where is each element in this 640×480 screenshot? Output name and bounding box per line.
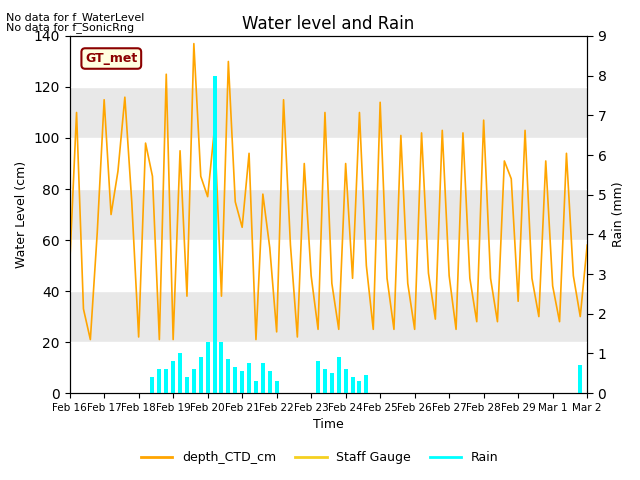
Bar [220, 342, 223, 393]
Bar [70, 138, 587, 189]
Bar [171, 361, 175, 393]
Bar [212, 76, 216, 393]
Bar [344, 369, 348, 393]
depth_CTD_cm [190, 41, 198, 47]
depth_CTD_cm [493, 319, 501, 324]
Bar [351, 377, 355, 393]
Text: No data for f_WaterLevel: No data for f_WaterLevel [6, 12, 145, 23]
depth_CTD_cm [259, 191, 267, 197]
depth_CTD_cm [66, 263, 74, 268]
Bar [268, 372, 272, 393]
Bar [316, 361, 320, 393]
Bar [157, 369, 161, 393]
Y-axis label: Water Level (cm): Water Level (cm) [15, 161, 28, 268]
Bar [330, 373, 334, 393]
Bar [198, 358, 203, 393]
depth_CTD_cm [349, 276, 356, 281]
Bar [150, 377, 154, 393]
Bar [275, 381, 278, 393]
Bar [70, 240, 587, 291]
depth_CTD_cm [424, 270, 432, 276]
Bar [164, 369, 168, 393]
Bar [185, 377, 189, 393]
Bar [192, 369, 196, 393]
depth_CTD_cm [411, 326, 419, 332]
Text: No data for f_SonicRng: No data for f_SonicRng [6, 22, 134, 33]
Y-axis label: Rain (mm): Rain (mm) [612, 182, 625, 247]
Bar [337, 358, 340, 393]
Bar [233, 367, 237, 393]
Bar [578, 365, 582, 393]
depth_CTD_cm [86, 336, 94, 342]
Bar [357, 381, 362, 393]
depth_CTD_cm [121, 94, 129, 100]
X-axis label: Time: Time [313, 419, 344, 432]
Bar [254, 381, 258, 393]
Bar [323, 369, 327, 393]
Bar [240, 372, 244, 393]
Bar [70, 36, 587, 87]
Bar [70, 342, 587, 393]
Title: Water level and Rain: Water level and Rain [243, 15, 415, 33]
Bar [227, 360, 230, 393]
Legend: depth_CTD_cm, Staff Gauge, Rain: depth_CTD_cm, Staff Gauge, Rain [136, 446, 504, 469]
depth_CTD_cm [583, 242, 591, 248]
Line: depth_CTD_cm: depth_CTD_cm [70, 44, 587, 339]
Bar [247, 363, 251, 393]
Bar [261, 363, 265, 393]
Text: GT_met: GT_met [85, 52, 138, 65]
Bar [178, 353, 182, 393]
Bar [364, 375, 369, 393]
Bar [205, 342, 210, 393]
